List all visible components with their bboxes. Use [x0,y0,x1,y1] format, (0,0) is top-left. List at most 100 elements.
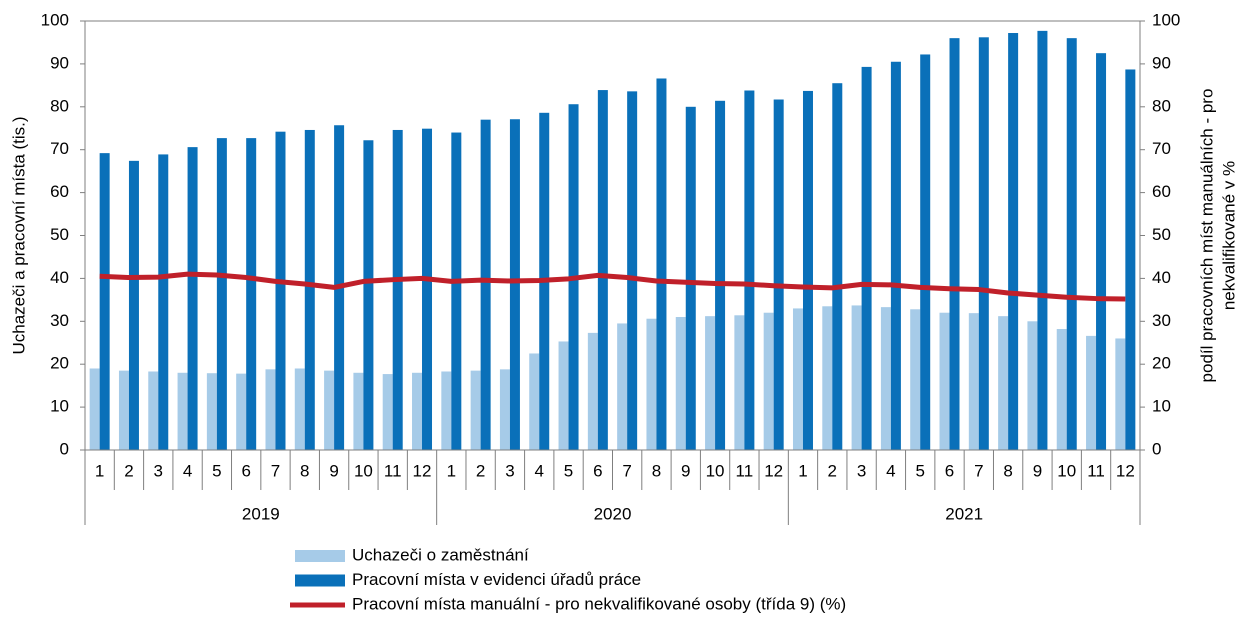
bar [89,368,100,450]
y2-tick-label: 40 [1152,268,1171,287]
bar [822,306,833,450]
x-tick-label: 11 [384,461,402,480]
bar [236,373,247,450]
y-tick-label: 100 [41,10,69,29]
bar [148,371,159,450]
bar [128,160,139,450]
x-tick-label: 8 [1003,461,1012,480]
bar [627,91,638,450]
bar [1125,69,1136,451]
y2-tick-label: 90 [1152,53,1171,72]
bar [1096,53,1107,451]
bar [187,147,198,450]
bar [509,119,520,450]
bar [392,129,403,450]
bar [705,316,716,450]
bar [324,370,335,450]
bar [744,90,755,451]
bar [587,332,598,450]
bar [246,138,257,450]
y2-tick-label: 70 [1152,139,1171,158]
y2-tick-label: 10 [1152,397,1171,416]
y-tick-label: 40 [50,268,69,287]
legend-label: Pracovní místa v evidenci úřadů práce [352,570,641,589]
bar [597,90,608,450]
y-axis-title: Uchazeči a pracovní místa (tis.) [9,116,28,354]
x-tick-label: 10 [1057,461,1076,480]
bar [265,369,276,450]
x-tick-label: 5 [915,461,924,480]
x-tick-label: 9 [1033,461,1042,480]
bar [978,37,989,450]
bar [275,131,286,450]
bar [382,374,393,450]
x-tick-label: 4 [183,461,192,480]
y-tick-label: 50 [50,225,69,244]
bar [773,99,784,451]
bar [734,315,745,450]
x-tick-label: 12 [1116,461,1135,480]
bar [158,154,169,450]
bar [118,370,129,450]
x-tick-label: 8 [300,461,309,480]
bar [206,373,217,450]
x-tick-label: 3 [857,461,866,480]
y-tick-label: 70 [50,139,69,158]
x-tick-label: 6 [241,461,250,480]
bar [558,341,569,450]
x-tick-label: 12 [764,461,783,480]
group-label: 2020 [594,504,632,523]
y2-tick-label: 80 [1152,96,1171,115]
bar [529,353,540,450]
x-tick-label: 7 [271,461,280,480]
x-tick-label: 6 [593,461,602,480]
bar [851,305,862,450]
bar [656,78,667,451]
x-tick-label: 1 [798,461,807,480]
bar [304,129,315,450]
x-tick-label: 8 [652,461,661,480]
x-tick-label: 12 [413,461,432,480]
bar [294,368,305,450]
bar [949,38,960,450]
bar [675,317,686,450]
bar [939,312,950,450]
bar [412,372,423,450]
bar [920,54,931,450]
y2-tick-label: 60 [1152,182,1171,201]
legend-swatch [295,574,345,587]
x-tick-label: 11 [1087,461,1105,480]
y2-axis-title: podíl pracovních míst manuálních - pro [1197,89,1216,383]
bar [968,313,979,450]
line [99,271,1126,302]
bar [1115,338,1126,450]
y2-tick-label: 20 [1152,354,1171,373]
x-tick-label: 6 [945,461,954,480]
bar [1066,38,1077,450]
bar [1086,335,1097,450]
bar [470,370,481,450]
legend-label: Uchazeči o zaměstnání [352,545,529,564]
bar [832,83,843,450]
x-tick-label: 4 [535,461,544,480]
legend-swatch [295,550,345,562]
y2-tick-label: 100 [1152,10,1180,29]
bar [880,307,891,450]
bar [177,372,188,450]
x-tick-label: 7 [974,461,983,480]
x-tick-label: 2 [828,461,837,480]
x-tick-label: 1 [447,461,456,480]
bar [441,371,452,450]
x-tick-label: 4 [886,461,895,480]
bar [451,132,462,451]
bar [1056,329,1067,450]
x-tick-label: 7 [622,461,631,480]
y-tick-label: 30 [50,311,69,330]
bar [363,140,374,450]
bar [1037,30,1048,450]
bar [216,138,227,450]
y-tick-label: 60 [50,182,69,201]
x-tick-label: 10 [354,461,373,480]
x-tick-label: 9 [681,461,690,480]
